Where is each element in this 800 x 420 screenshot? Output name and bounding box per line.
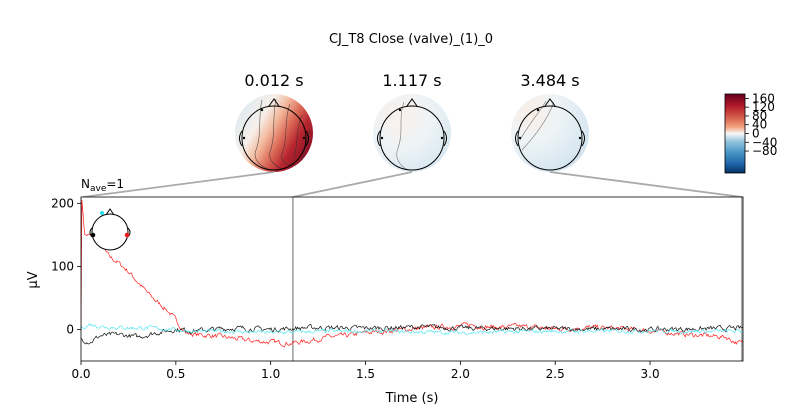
sensor-marker: [302, 136, 306, 140]
colorbar-tick-label: −40: [752, 135, 777, 149]
nose-icon: [268, 98, 280, 107]
channel-trace-1: [81, 323, 743, 345]
channel-trace-2: [81, 323, 743, 336]
colorbar-tick-label: −80: [752, 144, 777, 158]
head-outline: [379, 105, 445, 171]
x-tick-label: 2.0: [451, 367, 470, 381]
ear-left-icon: [377, 130, 381, 147]
colorbar-tick-label: 160: [752, 91, 775, 105]
figure-title: CJ_T8 Close (valve)_(1)_0: [329, 32, 493, 47]
colorbar-tick-label: 40: [752, 118, 767, 132]
nave-prefix: N: [81, 177, 90, 191]
ear-left-icon: [239, 130, 243, 147]
x-tick-label: 3.0: [641, 367, 660, 381]
topomap-0: 0.012 s: [235, 71, 313, 172]
topomap-contours: [396, 101, 409, 171]
nave-sub: ave: [90, 184, 107, 194]
axes-border: [80, 196, 744, 362]
y-axis-label: µV: [26, 271, 41, 288]
nose-icon: [406, 98, 418, 107]
sensor-marker: [440, 136, 444, 140]
sensor-marker: [398, 108, 402, 112]
topomap-time-label: 1.117 s: [382, 71, 441, 90]
axes-frame: [81, 197, 743, 361]
x-tick-label: 2.5: [546, 367, 565, 381]
sensor-marker: [536, 108, 540, 112]
y-tick-label: 100: [51, 259, 74, 273]
x-tick-label: 0.5: [166, 367, 185, 381]
traces: [81, 199, 743, 348]
topomap-connector: [83, 171, 275, 198]
topomap-connectors: [83, 171, 742, 198]
inset-nose-icon: [105, 208, 115, 216]
x-tick-label: 0.0: [71, 367, 90, 381]
colorbar-gradient: [724, 93, 746, 174]
inset-sensor-red: [124, 232, 130, 238]
colorbar-tick-label: 80: [752, 109, 767, 123]
sensor-inset: [89, 208, 131, 251]
topomap-2: 3.484 s: [511, 71, 589, 172]
topomap-1: 1.117 s: [373, 71, 451, 172]
nave-label: Nave=1: [81, 177, 124, 194]
head-outline: [517, 105, 583, 171]
nave-suffix: =1: [106, 177, 124, 191]
colorbar-tick-label: 0: [752, 127, 760, 141]
topomap-time-label: 3.484 s: [520, 71, 579, 90]
x-ticks: 0.0 0.5 1.0 1.5 2.0 2.5 3.0: [71, 361, 660, 381]
topomap-contours: [254, 98, 311, 171]
inset-head-outline: [91, 213, 129, 251]
x-tick-label: 1.0: [261, 367, 280, 381]
sensor-marker: [380, 136, 384, 140]
ear-right-icon: [581, 130, 585, 147]
head-outline: [241, 105, 307, 171]
colorbar-tick-label: 120: [752, 100, 775, 114]
topomap-field: [511, 94, 589, 172]
inset-sensor-black: [90, 232, 96, 238]
sensor-marker: [260, 108, 264, 112]
x-axis-label: Time (s): [385, 391, 439, 406]
nose-icon: [544, 98, 556, 107]
y-tick-label: 200: [51, 196, 74, 210]
y-ticks: 0 100 200: [51, 196, 81, 336]
evoked-axes: 0.0 0.5 1.0 1.5 2.0 2.5 3.0 0 100 200 Time (s) µ…: [26, 177, 744, 406]
ear-right-icon: [305, 130, 309, 147]
topomap-connector: [549, 171, 742, 198]
sensor-marker: [518, 136, 522, 140]
sensor-marker: [242, 136, 246, 140]
ear-right-icon: [443, 130, 447, 147]
topomap-time-label: 0.012 s: [244, 71, 303, 90]
x-tick-label: 1.5: [356, 367, 375, 381]
sensor-marker: [578, 136, 582, 140]
topomap-field: [235, 94, 313, 172]
y-tick-label: 0: [66, 322, 74, 336]
topomap-field: [373, 94, 451, 172]
topomap-connector: [292, 171, 413, 198]
inset-sensor-cyan: [100, 211, 104, 215]
ear-left-icon: [515, 130, 519, 147]
